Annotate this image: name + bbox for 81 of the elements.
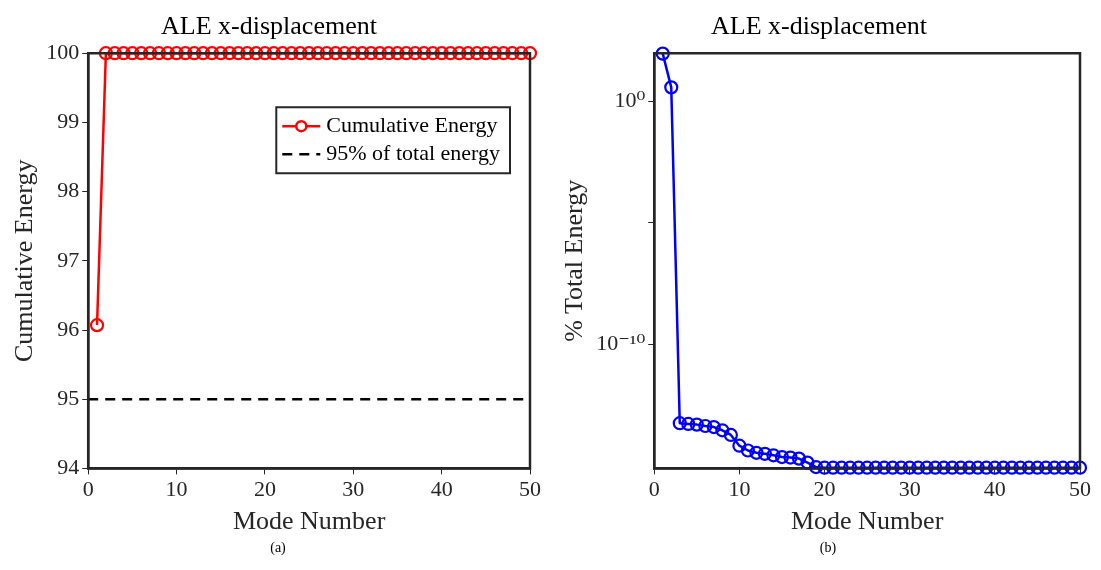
x-tick-label: 50	[1069, 476, 1091, 502]
x-tick-label: 10	[728, 476, 751, 502]
x-tick-label: 10	[165, 476, 188, 502]
y-axis-title: % Total Energy	[559, 179, 589, 342]
x-tick-label: 20	[253, 476, 276, 502]
y-tick-label: 97	[57, 246, 80, 272]
point	[817, 460, 832, 475]
legend-label: Cumulative Energy	[326, 111, 498, 137]
y-tick-label: 100	[46, 38, 80, 64]
x-tick-label: 0	[82, 476, 94, 502]
point	[766, 448, 781, 463]
point	[936, 460, 951, 475]
point	[1038, 460, 1054, 475]
point	[732, 438, 747, 453]
point	[868, 460, 883, 475]
point	[800, 455, 815, 470]
x-tick-label: 30	[342, 476, 365, 502]
text: (b)	[819, 540, 837, 556]
y-tick-label: 96	[57, 315, 80, 341]
point	[962, 460, 977, 475]
point	[851, 460, 866, 475]
point	[791, 451, 807, 466]
y-axis-title: Cumulative Energy	[9, 159, 39, 363]
point	[945, 460, 960, 475]
x-tick-label: 30	[898, 476, 921, 502]
legend-label: 95% of total energy	[326, 139, 501, 165]
point	[774, 449, 790, 465]
x-tick-label: 50	[519, 476, 541, 502]
point	[842, 460, 858, 475]
point	[689, 417, 704, 432]
x-axis-title: Mode Number	[232, 506, 386, 536]
point	[860, 460, 875, 475]
point	[783, 450, 798, 465]
x-tick-label: 20	[813, 476, 836, 502]
point	[698, 418, 713, 434]
point	[928, 460, 943, 475]
point	[1013, 460, 1028, 475]
y-tick-label: 10⁻¹⁰	[596, 329, 646, 355]
point	[664, 80, 679, 95]
point	[1030, 460, 1045, 475]
point	[1055, 460, 1071, 475]
point	[681, 416, 696, 432]
point	[1021, 460, 1037, 475]
point	[1064, 460, 1079, 475]
point	[1004, 460, 1019, 475]
point	[894, 460, 909, 475]
chart-title: ALE x-displacement	[711, 11, 928, 41]
y-tick-label: 98	[57, 177, 80, 203]
point	[672, 416, 687, 431]
point	[1047, 460, 1062, 475]
point	[706, 419, 721, 435]
point	[996, 460, 1011, 475]
point	[757, 446, 773, 461]
point	[911, 460, 926, 475]
x-axis-title: Mode Number	[790, 506, 944, 536]
point	[723, 427, 738, 443]
point	[834, 460, 849, 475]
point	[953, 460, 968, 475]
y-tick-label: 10⁰	[614, 87, 646, 113]
x-tick-label: 0	[648, 476, 660, 502]
chart-title: ALE x-displacement	[161, 11, 378, 41]
point	[740, 443, 755, 458]
point	[877, 460, 892, 475]
point	[919, 460, 934, 475]
point	[970, 460, 985, 475]
point	[749, 445, 764, 460]
point	[825, 460, 841, 475]
text: (a)	[270, 540, 286, 556]
x-tick-label: 40	[983, 476, 1006, 502]
point	[979, 460, 994, 475]
point	[1072, 460, 1088, 475]
x-tick-label: 40	[430, 476, 453, 502]
y-tick-label: 99	[57, 108, 80, 134]
y-tick-label: 94	[57, 454, 80, 480]
point	[987, 460, 1002, 475]
y-tick-label: 95	[57, 384, 80, 410]
point	[902, 460, 917, 475]
point	[885, 460, 900, 475]
point	[715, 423, 730, 438]
point	[808, 459, 824, 475]
point	[655, 46, 670, 61]
